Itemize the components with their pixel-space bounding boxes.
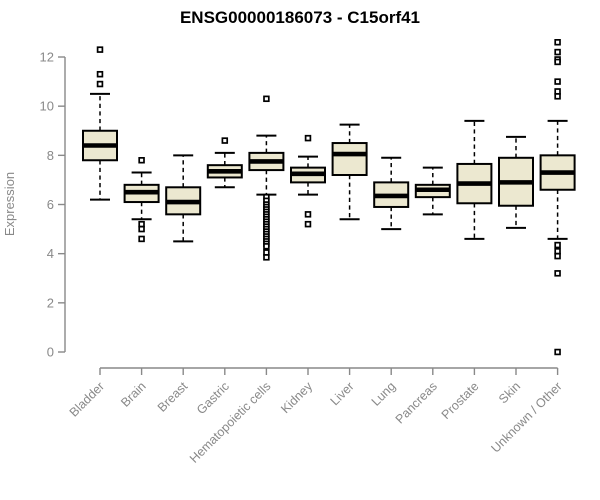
x-tick-label: Brain	[118, 379, 149, 410]
boxplot-bladder	[82, 46, 118, 201]
outlier-point	[138, 225, 145, 233]
chart-title: ENSG00000186073 - C15orf41	[180, 8, 420, 27]
outlier-point	[96, 80, 104, 88]
boxplot-brain	[123, 157, 160, 243]
y-axis-label: Expression	[2, 172, 17, 236]
outlier-point	[304, 134, 312, 142]
outlier-point	[263, 243, 270, 250]
outlier-point	[554, 39, 561, 46]
outlier-point	[96, 70, 104, 78]
boxplot-hematopoietic-cells	[248, 95, 285, 261]
plot-area: 0 2 4 6 8 10 12 Bladder Brain Breast GastricHemato…	[40, 39, 576, 466]
x-tick-label: Lung	[369, 379, 399, 409]
y-tick-label: 10	[40, 99, 54, 114]
outlier-point	[96, 46, 104, 53]
boxplot-gastric	[206, 137, 243, 189]
outlier-point	[554, 48, 561, 56]
box-rect	[331, 142, 368, 177]
outlier-point	[554, 241, 561, 249]
boxplot-kidney	[290, 134, 326, 228]
x-tick-label: Gastric	[194, 379, 232, 417]
outlier-point	[138, 235, 145, 243]
x-tick-label: Breast	[155, 379, 191, 415]
y-tick-label: 8	[47, 148, 54, 163]
x-tick-label: Unknown / Other	[488, 379, 564, 455]
y-tick-label: 0	[47, 345, 54, 360]
y-tick-label: 6	[47, 197, 54, 212]
outlier-point	[263, 254, 270, 261]
x-tick-label: Bladder	[67, 379, 107, 419]
outlier-point	[221, 137, 229, 144]
boxplot-pancreas	[414, 166, 451, 216]
outlier-point	[554, 78, 561, 85]
boxplot-prostate	[456, 119, 493, 240]
x-tick-label: Pancreas	[393, 379, 440, 426]
x-tick-label: Skin	[496, 379, 523, 406]
y-tick-label: 2	[47, 295, 54, 310]
outlier-point	[304, 211, 312, 218]
boxplot-unknown-other	[539, 39, 576, 356]
x-tick-label: Kidney	[278, 379, 315, 416]
outlier-point	[554, 58, 561, 66]
outlier-point	[263, 95, 270, 103]
y-tick-label: 12	[40, 50, 54, 65]
outlier-point	[138, 157, 145, 164]
boxplot-skin	[498, 135, 534, 229]
boxplot-liver	[331, 123, 368, 221]
outlier-point	[554, 270, 561, 277]
outlier-point	[304, 220, 312, 228]
outlier-point	[554, 252, 561, 260]
x-tick-label: Prostate	[439, 379, 482, 422]
outlier-point	[554, 93, 561, 100]
x-tick-label: Liver	[328, 379, 357, 408]
y-tick-label: 4	[47, 246, 54, 261]
boxplot-breast	[165, 154, 202, 243]
x-tick-label: Hematopoietic cells	[187, 379, 274, 466]
boxplot-lung	[373, 156, 410, 231]
outlier-point	[554, 348, 561, 356]
